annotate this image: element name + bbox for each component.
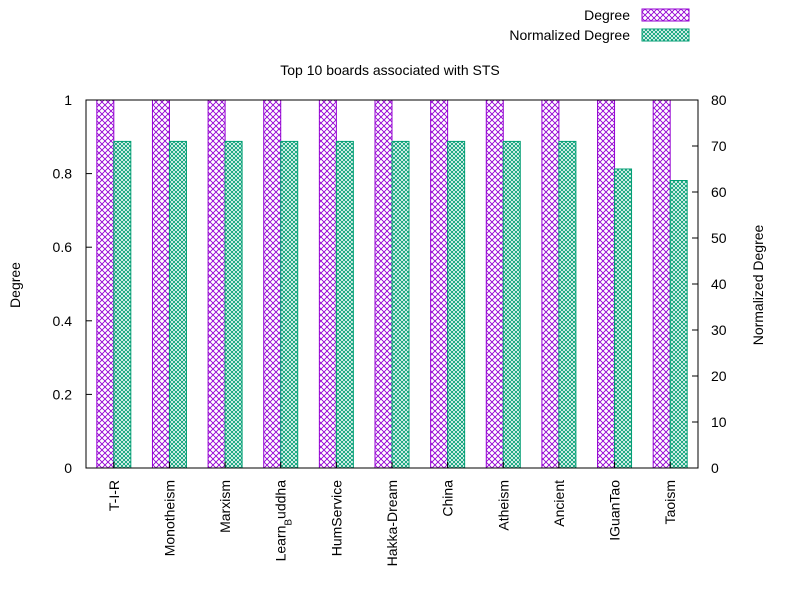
bar-normalized-degree-11 (669, 180, 688, 469)
x-tick-label: China (440, 480, 456, 517)
bar-normalized-degree-8 (502, 140, 521, 469)
x-tick-label: Atheism (495, 480, 511, 531)
bar-degree-7 (430, 99, 449, 469)
bar-degree-6 (374, 99, 393, 469)
bar-degree-2 (151, 99, 170, 469)
legend-label-degree: Degree (584, 7, 630, 23)
bar-normalized-degree-4 (280, 140, 299, 469)
bar-normalized-degree-3 (224, 140, 243, 469)
y-tick-label: 1 (64, 92, 72, 108)
y2-tick-label: 50 (711, 230, 727, 246)
bar-normalized-degree-5 (335, 140, 354, 469)
y-tick-label: 0.4 (53, 313, 73, 329)
y2-tick-label: 10 (711, 414, 727, 430)
bar-degree-4 (263, 99, 282, 469)
y-tick-label: 0.6 (53, 239, 73, 255)
y2-tick-label: 40 (711, 276, 727, 292)
x-tick-label: Marxism (217, 480, 233, 533)
bar-normalized-degree-10 (614, 168, 633, 469)
y2-tick-label: 70 (711, 138, 727, 154)
bars (96, 99, 688, 469)
x-tick-label: LearnBuddha (273, 480, 295, 562)
bar-normalized-degree-2 (168, 140, 187, 469)
legend-swatch-normalized-degree (641, 28, 690, 42)
legend-swatch-degree (641, 8, 690, 22)
bar-degree-1 (96, 99, 115, 469)
y-tick-label: 0 (64, 460, 72, 476)
y2-tick-label: 80 (711, 92, 727, 108)
legend-label-normalized-degree: Normalized Degree (509, 27, 630, 43)
bar-degree-5 (318, 99, 337, 469)
bar-degree-3 (207, 99, 226, 469)
x-tick-label: Taoism (662, 480, 678, 524)
y-axis-label: Degree (7, 262, 23, 308)
bar-degree-9 (541, 99, 560, 469)
y2-tick-label: 0 (711, 460, 719, 476)
bar-degree-11 (652, 99, 671, 469)
x-tick-label: Hakka-Dream (384, 480, 400, 566)
y2-tick-label: 60 (711, 184, 727, 200)
y2-tick-label: 30 (711, 322, 727, 338)
bar-degree-8 (485, 99, 504, 469)
bar-degree-10 (597, 99, 616, 469)
chart-title: Top 10 boards associated with STS (280, 62, 499, 78)
y-tick-label: 0.8 (53, 166, 73, 182)
bar-normalized-degree-7 (447, 140, 466, 469)
x-tick-label: T-I-R (106, 480, 122, 511)
bar-normalized-degree-6 (391, 140, 410, 469)
x-tick-label: IGuanTao (607, 480, 623, 541)
legend: Degree Normalized Degree (509, 7, 690, 43)
x-tick-label: Monotheism (161, 480, 177, 556)
y2-axis-label: Normalized Degree (750, 224, 766, 345)
x-tick-label: Ancient (551, 480, 567, 527)
y-tick-label: 0.2 (53, 386, 73, 402)
x-tick-label: HumService (328, 480, 344, 556)
bar-normalized-degree-9 (558, 140, 577, 469)
y2-tick-label: 20 (711, 368, 727, 384)
bar-normalized-degree-1 (113, 140, 132, 469)
